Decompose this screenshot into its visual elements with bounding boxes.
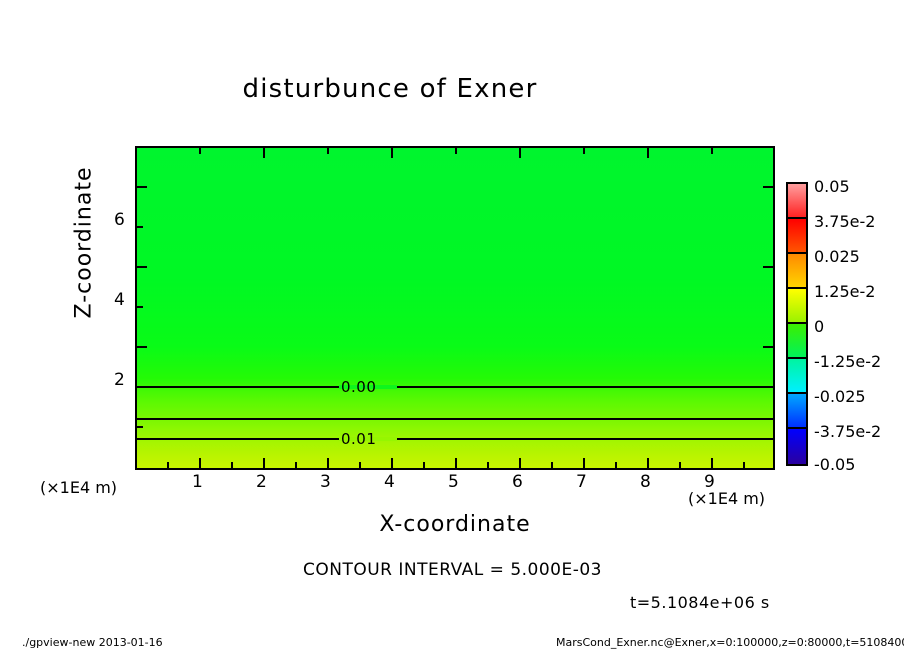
colorbar-segment — [788, 394, 806, 429]
tick-x-bottom — [231, 462, 233, 468]
tick-x-bottom — [391, 458, 393, 468]
x-tick-label-9: 9 — [704, 472, 715, 492]
x-tick-label-1: 1 — [192, 472, 203, 492]
tick-y-left — [137, 186, 147, 188]
colorbar-segment — [788, 254, 806, 289]
colorbar-label-7: -3.75e-2 — [814, 422, 882, 441]
contour-label-mask-2 — [339, 437, 397, 441]
y-tick-label-6: 6 — [114, 210, 125, 230]
contour-label-2: 0.01 — [341, 430, 377, 448]
colorbar-segment — [788, 219, 806, 254]
tick-x-bottom — [295, 462, 297, 468]
colorbar-label-0: 0.05 — [814, 177, 850, 196]
tick-x-top — [391, 148, 393, 158]
tick-x-top — [455, 148, 457, 154]
tick-x-bottom — [711, 458, 713, 468]
tick-y-left — [137, 226, 143, 228]
tick-x-top — [519, 148, 521, 158]
tick-x-top — [263, 148, 265, 158]
tick-x-bottom — [263, 458, 265, 468]
x-tick-label-3: 3 — [320, 472, 331, 492]
x-tick-label-7: 7 — [576, 472, 587, 492]
footer-source-text: MarsCond_Exner.nc@Exner,x=0:100000,z=0:8… — [556, 636, 904, 649]
colorbar-label-3: 1.25e-2 — [814, 282, 876, 301]
colorbar-label-8: -0.05 — [814, 455, 856, 474]
y-tick-label-2: 2 — [114, 370, 125, 390]
tick-x-bottom — [455, 458, 457, 468]
tick-x-bottom — [743, 462, 745, 468]
tick-x-bottom — [615, 462, 617, 468]
tick-x-bottom — [647, 458, 649, 468]
contour-line-1 — [137, 418, 773, 420]
tick-x-bottom — [551, 462, 553, 468]
tick-y-left — [137, 306, 143, 308]
tick-x-top — [583, 148, 585, 154]
contour-fill-field — [137, 148, 773, 468]
contour-label-0: 0.00 — [341, 378, 377, 396]
colorbar-segment — [788, 184, 806, 219]
tick-y-left — [137, 386, 143, 388]
contour-interval-text: CONTOUR INTERVAL = 5.000E-03 — [303, 560, 602, 580]
tick-x-bottom — [583, 458, 585, 468]
page-title: disturbunce of Exner — [242, 74, 538, 104]
tick-x-bottom — [199, 458, 201, 468]
tick-y-left — [137, 266, 147, 268]
x-axis-unit-left: (×1E4 m) — [40, 478, 118, 497]
tick-x-top — [199, 148, 201, 154]
colorbar-label-6: -0.025 — [814, 387, 866, 406]
plot-area: 0.00 0.01 — [135, 146, 775, 470]
footer-command-text: ./gpview-new 2013-01-16 — [22, 636, 163, 649]
x-tick-label-4: 4 — [384, 472, 395, 492]
tick-x-bottom — [359, 462, 361, 468]
x-tick-label-2: 2 — [256, 472, 267, 492]
colorbar-label-4: 0 — [814, 317, 825, 336]
x-tick-label-5: 5 — [448, 472, 459, 492]
colorbar-label-2: 0.025 — [814, 247, 860, 266]
colorbar-label-5: -1.25e-2 — [814, 352, 882, 371]
y-axis-title: Z-coordinate — [71, 166, 97, 319]
x-axis-title: X-coordinate — [379, 512, 531, 537]
tick-y-left — [137, 426, 143, 428]
tick-x-bottom — [679, 462, 681, 468]
tick-y-left — [137, 346, 147, 348]
colorbar-segment — [788, 429, 806, 464]
colorbar-segment — [788, 324, 806, 359]
tick-x-top — [327, 148, 329, 154]
colorbar-label-1: 3.75e-2 — [814, 212, 876, 231]
contour-line-0 — [137, 386, 773, 388]
contour-label-mask-0 — [339, 385, 397, 389]
tick-y-right — [763, 266, 773, 268]
tick-x-top — [711, 148, 713, 154]
x-tick-label-8: 8 — [640, 472, 651, 492]
contour-line-2 — [137, 438, 773, 440]
tick-x-bottom — [519, 458, 521, 468]
x-axis-unit-right: (×1E4 m) — [688, 489, 766, 508]
tick-y-right — [763, 186, 773, 188]
tick-x-bottom — [423, 462, 425, 468]
tick-x-bottom — [487, 462, 489, 468]
colorbar-segment — [788, 289, 806, 324]
colorbar-segment — [788, 359, 806, 394]
tick-x-bottom — [167, 462, 169, 468]
time-stamp-text: t=5.1084e+06 s — [630, 593, 770, 612]
y-tick-label-4: 4 — [114, 290, 125, 310]
colorbar — [786, 182, 808, 466]
tick-x-bottom — [327, 458, 329, 468]
x-tick-label-6: 6 — [512, 472, 523, 492]
tick-x-top — [647, 148, 649, 158]
tick-y-right — [763, 346, 773, 348]
